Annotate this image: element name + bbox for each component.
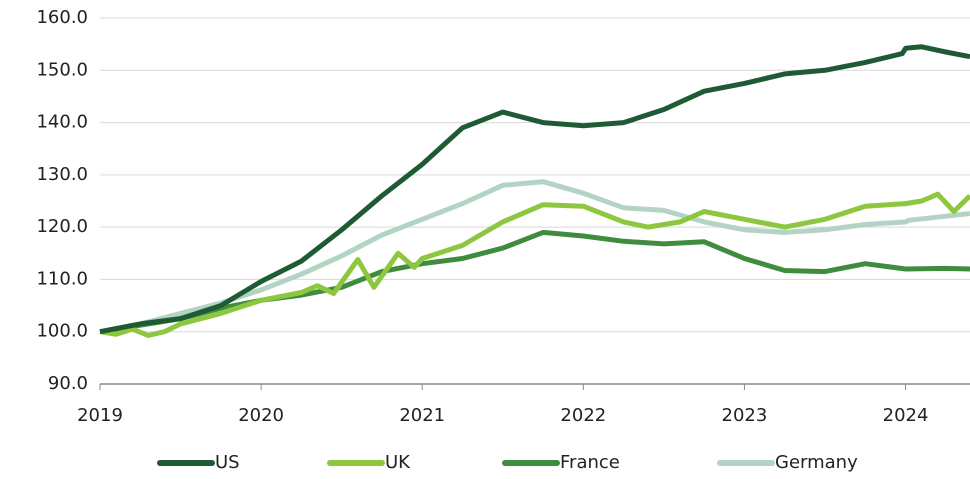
- series-line: [99, 44, 970, 335]
- legend-label: UK: [385, 452, 411, 473]
- y-tick-label: 160.0: [36, 7, 88, 28]
- x-tick-label: 2020: [238, 405, 284, 426]
- series-line: [99, 191, 970, 338]
- x-tick-label: 2023: [722, 405, 768, 426]
- legend-label: US: [215, 452, 240, 473]
- y-tick-label: 120.0: [36, 216, 88, 237]
- x-tick-label: 2019: [77, 405, 123, 426]
- y-tick-label: 130.0: [36, 164, 88, 185]
- legend-label: Germany: [775, 452, 858, 473]
- series-line: [99, 179, 970, 335]
- x-tick-label: 2021: [399, 405, 445, 426]
- x-tick-label: 2024: [883, 405, 929, 426]
- y-tick-label: 110.0: [36, 268, 88, 289]
- x-tick-label: 2022: [560, 405, 606, 426]
- y-tick-label: 140.0: [36, 112, 88, 133]
- series-line: [99, 229, 970, 335]
- y-tick-label: 150.0: [36, 59, 88, 80]
- y-tick-label: 100.0: [36, 321, 88, 342]
- y-tick-label: 90.0: [48, 373, 88, 394]
- legend-label: France: [560, 452, 620, 473]
